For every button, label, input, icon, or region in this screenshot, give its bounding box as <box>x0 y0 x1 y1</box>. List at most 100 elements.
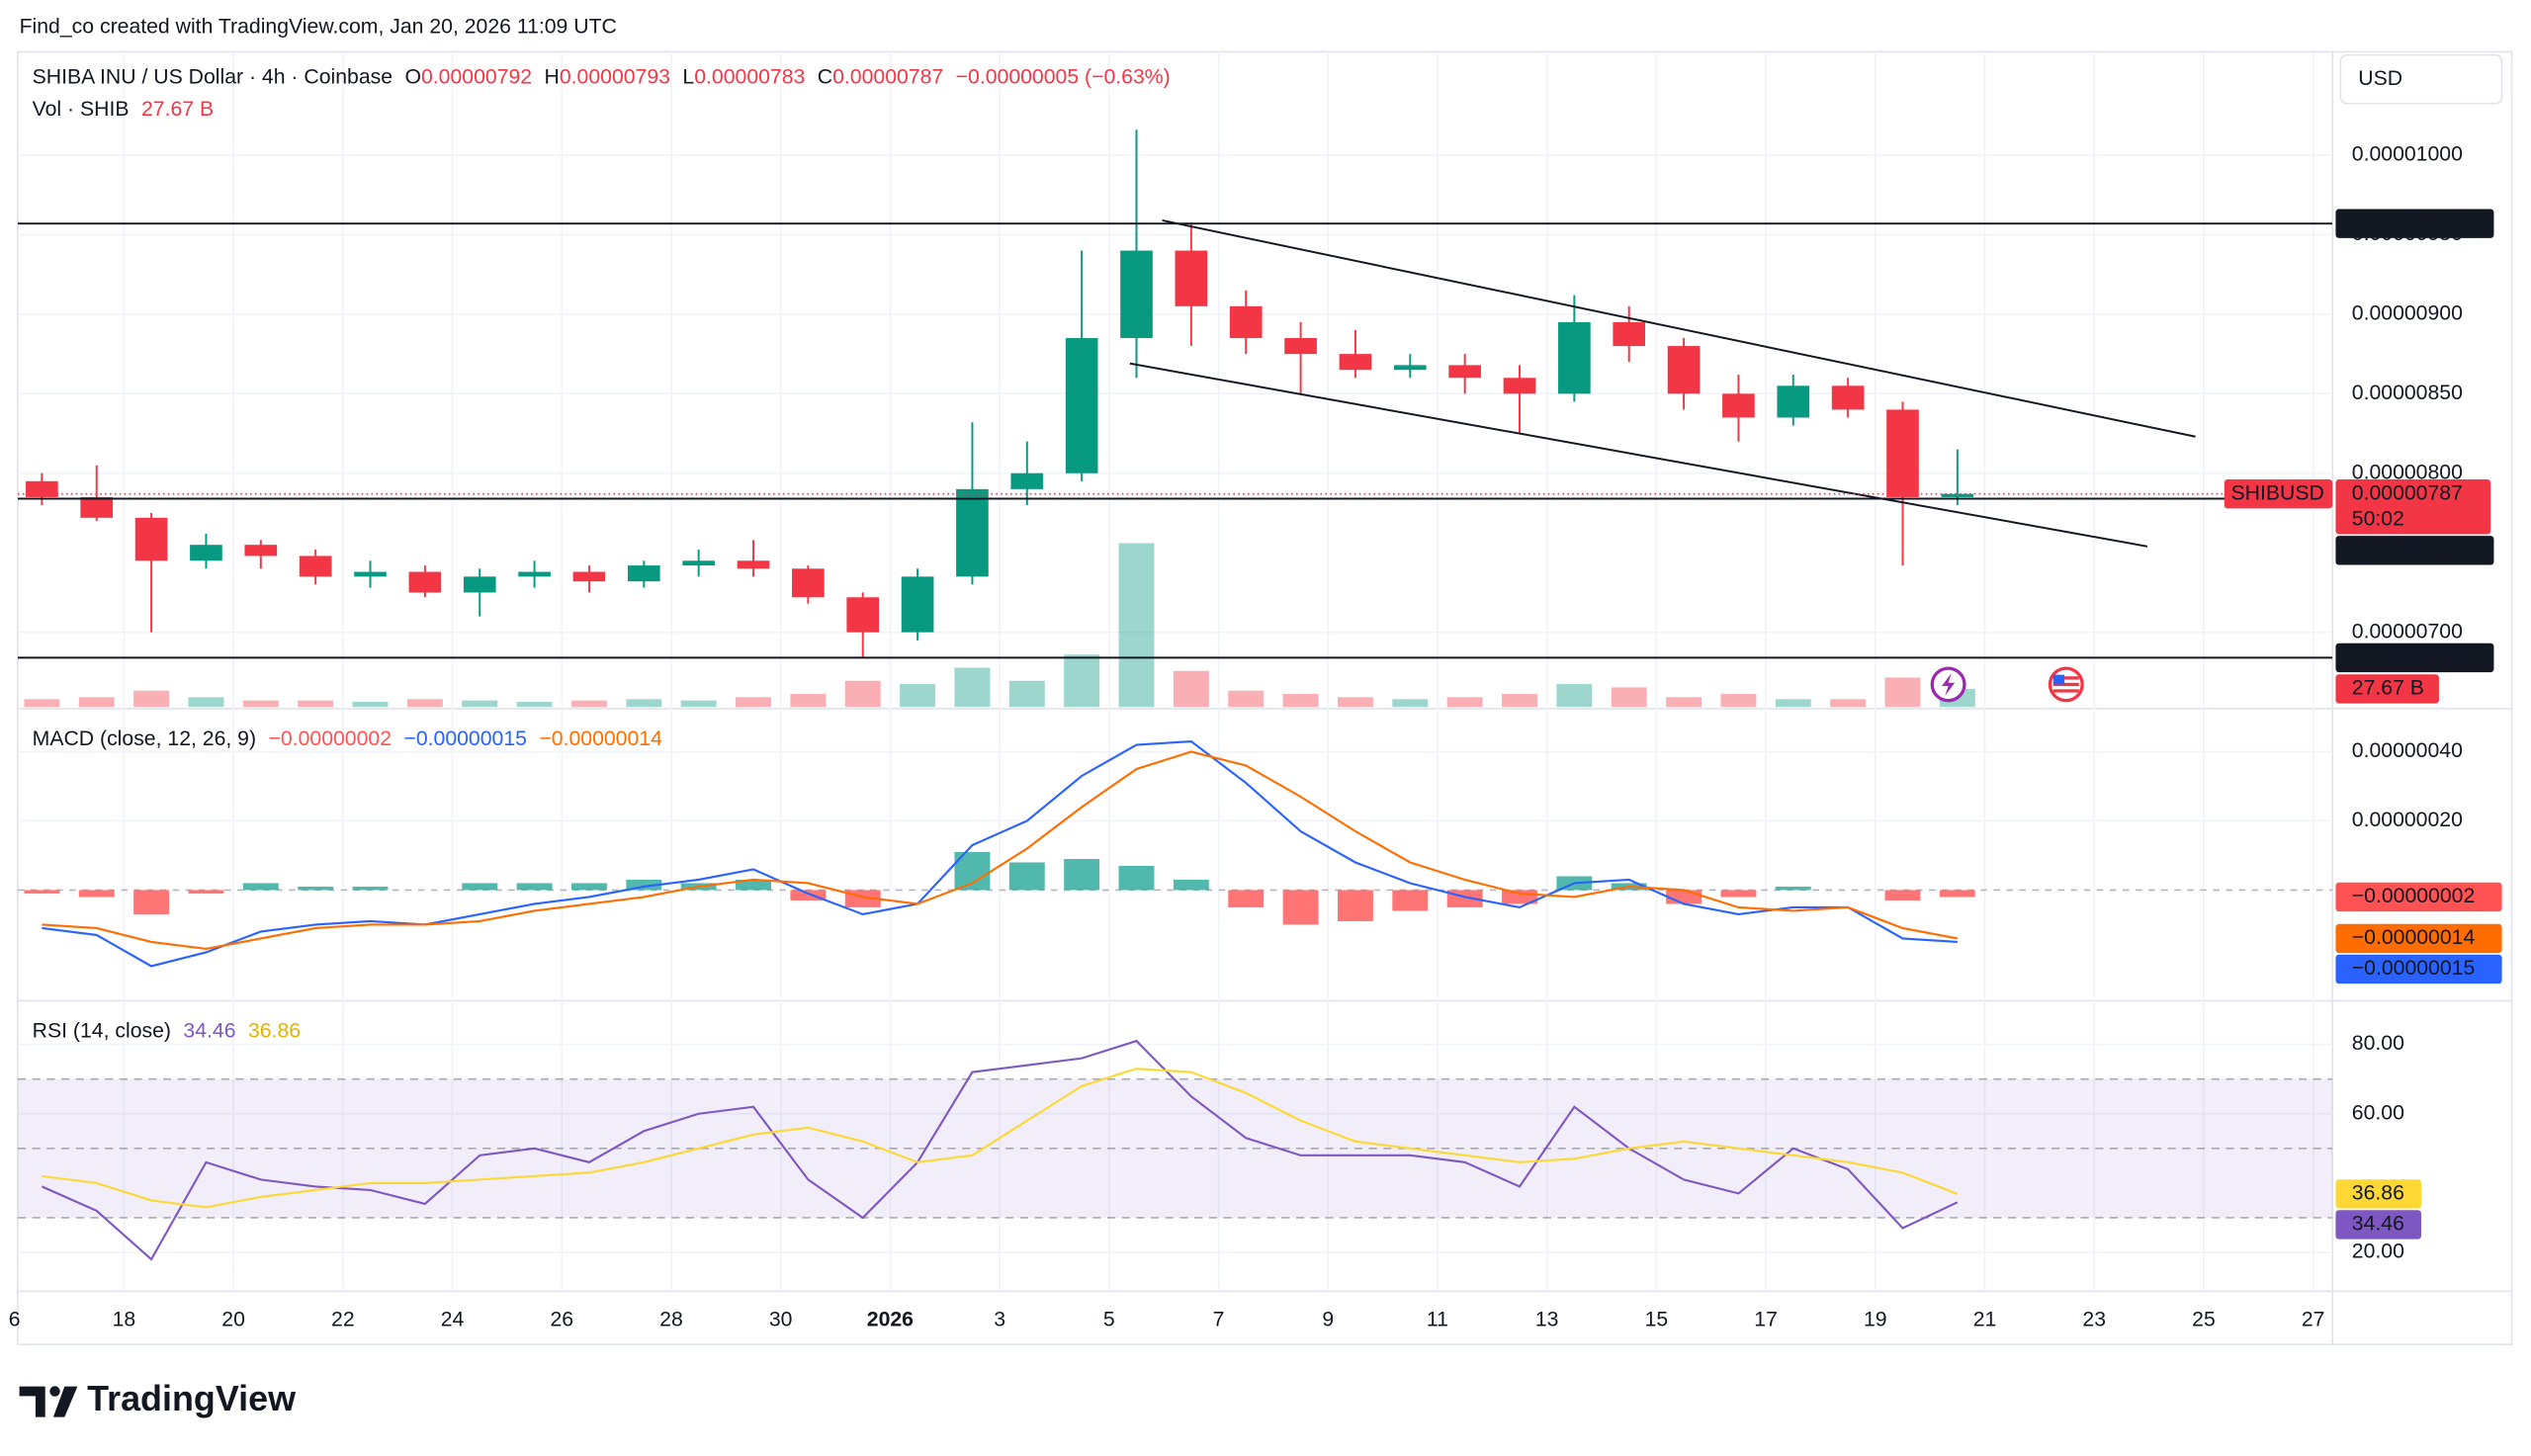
histogram-bar <box>1228 890 1265 907</box>
x-tick-label: 5 <box>1103 1308 1115 1330</box>
histogram-bar <box>1173 879 1209 891</box>
candle-body <box>190 545 222 561</box>
series-line <box>42 750 1959 951</box>
candle-body <box>1503 378 1536 394</box>
candle-body <box>1393 365 1427 371</box>
x-tick-label: 17 <box>1754 1308 1778 1330</box>
series-value-label: 34.46 <box>2352 1213 2404 1236</box>
macd-title: MACD (close, 12, 26, 9) <box>33 728 256 750</box>
volume-bar <box>1008 680 1045 708</box>
volume-label: 27.67 B <box>2352 677 2424 700</box>
axes: 6 18 20 22 24 26 28 30 2026 3 5 7 9 11 13 15 17 19 21 23 25 2… <box>9 143 2502 1330</box>
symbol-label: SHIBUSD <box>2231 481 2324 504</box>
volume-bar <box>516 701 553 708</box>
histogram-bar <box>24 890 60 894</box>
macd-hist-value: −0.00000002 <box>269 728 393 750</box>
volume-bar <box>1118 543 1155 708</box>
histogram-bar <box>298 886 334 891</box>
candle-body <box>299 556 332 577</box>
volume-bar <box>736 697 771 708</box>
currency-button[interactable] <box>2339 53 2503 105</box>
volume-bar <box>1446 697 1483 708</box>
candle-body <box>1941 493 1974 497</box>
series-value-label-box <box>2335 954 2502 985</box>
series-value-label-box <box>2335 882 2502 912</box>
x-tick-label: 20 <box>221 1308 245 1330</box>
candle-body <box>518 571 551 577</box>
x-tick-label: 11 <box>1427 1308 1448 1330</box>
candle-body <box>792 568 825 598</box>
x-tick-label: 18 <box>113 1308 136 1330</box>
candle-body <box>408 571 442 593</box>
chart-frame <box>17 50 2513 1345</box>
x-tick-label: 25 <box>2192 1308 2216 1330</box>
histogram-bar <box>242 883 279 891</box>
histogram-bar <box>462 883 498 891</box>
candle-body <box>572 571 606 582</box>
candle-body <box>682 560 715 566</box>
volume-bar <box>1556 684 1593 708</box>
ohlc-key: C <box>818 65 832 88</box>
last-price-label: 0.00000787 <box>2352 481 2463 504</box>
series-value-label: −0.00000015 <box>2352 957 2476 980</box>
volume-label-box <box>2335 674 2439 704</box>
volume-bar <box>242 700 279 708</box>
volume-bar <box>1392 699 1429 708</box>
series-value-label-box <box>2335 923 2502 954</box>
volume-bar <box>900 684 936 708</box>
x-tick-label: 21 <box>1973 1308 1997 1330</box>
rsi-ma-value: 36.86 <box>248 1019 301 1042</box>
volume-bar <box>1064 654 1100 708</box>
histogram-bar <box>516 883 553 891</box>
candle-body <box>1284 338 1317 355</box>
candle-body <box>1339 354 1372 371</box>
watermark: Find_co created with TradingView.com, Ja… <box>20 16 617 39</box>
volume-bar <box>1282 694 1319 708</box>
candle-body <box>846 597 880 633</box>
y-tick-label: 0.00000850 <box>2352 382 2463 404</box>
plot-area <box>17 129 2333 1261</box>
histogram-bar <box>1064 858 1100 891</box>
x-tick-label: 26 <box>550 1308 573 1330</box>
volume-bar <box>570 700 607 708</box>
event-icon[interactable] <box>1930 666 1966 703</box>
x-tick-label: 7 <box>1213 1308 1225 1330</box>
histogram-bar <box>1337 890 1373 921</box>
price-marker-label: 0.00000784 <box>2352 538 2463 560</box>
series-value-label: 36.86 <box>2352 1182 2404 1205</box>
y-tick-label: 0.00001000 <box>2352 143 2463 166</box>
candle-body <box>1777 385 1810 418</box>
candle-body <box>1831 385 1865 410</box>
candle-body <box>463 576 496 593</box>
volume-bar <box>954 667 991 708</box>
currency[interactable]: USD <box>2358 67 2402 90</box>
histogram-bar <box>1392 890 1429 911</box>
rsi-value: 34.46 <box>183 1019 235 1042</box>
ohlc-value: 0.00000783 <box>694 65 805 88</box>
symbol-box <box>2224 478 2333 509</box>
candle-body <box>627 565 660 582</box>
histogram-bar <box>188 890 224 894</box>
macd-line-value: −0.00000015 <box>403 728 526 750</box>
candle-body <box>1120 250 1153 339</box>
candle-body <box>956 488 989 577</box>
candle-body <box>901 576 934 633</box>
y-tick-label: 0.00000900 <box>2352 301 2463 324</box>
candle-body <box>737 560 770 569</box>
histogram-bar <box>1884 890 1921 900</box>
event-icon[interactable] <box>2048 666 2084 703</box>
candle-body <box>354 571 387 577</box>
price-marker-label-box <box>2335 642 2494 673</box>
price-marker-label-box <box>2335 209 2494 238</box>
macd-signal-value: −0.00000014 <box>539 728 662 750</box>
volume-title: Vol · SHIB <box>33 98 130 121</box>
histogram-bar <box>570 883 607 891</box>
rsi-legend: RSI (14, close) 34.46 36.86 <box>33 1019 301 1042</box>
volume-bar <box>78 697 115 708</box>
series-value-label: −0.00000014 <box>2352 926 2476 949</box>
candle-body <box>1558 321 1591 394</box>
trend-line <box>1129 362 2148 548</box>
histogram-bar <box>790 890 827 900</box>
histogram-bar <box>78 890 115 898</box>
